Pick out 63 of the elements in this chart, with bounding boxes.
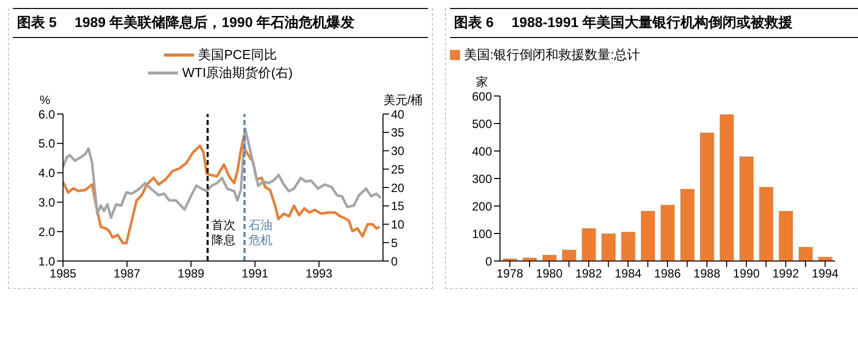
x-tick-label: 1986	[654, 266, 682, 281]
bar	[562, 250, 576, 261]
bar	[778, 210, 793, 261]
y2-tick-label: 15	[391, 199, 405, 214]
line-series	[63, 134, 381, 244]
y-tick-label: 500	[472, 116, 492, 131]
bar	[759, 187, 774, 261]
bar	[602, 234, 616, 261]
y2-tick-label: 30	[391, 144, 405, 158]
x-tick-label: 1992	[772, 266, 800, 281]
x-tick-label: 1994	[812, 266, 839, 281]
y-axis-title: %	[40, 93, 51, 107]
chart-title: 图表 6 1988-1991 年美国大量银行机构倒闭或被救援	[450, 8, 858, 38]
y2-tick-label: 0	[391, 254, 398, 268]
legend-label: WTI原油期货价(右)	[182, 64, 293, 82]
bar	[542, 254, 556, 261]
y-tick-label: 3.0	[38, 195, 56, 210]
x-tick-label: 1990	[732, 266, 760, 281]
y-tick-label: 200	[472, 199, 492, 214]
y2-tick-label: 40	[391, 107, 405, 122]
x-tick-label: 1984	[614, 266, 642, 281]
y-tick-label: 100	[472, 226, 492, 241]
x-tick-label: 1987	[114, 266, 141, 281]
bar	[720, 114, 734, 261]
y-tick-label: 5.0	[38, 136, 56, 151]
ref-line-label: 首次降息	[212, 218, 236, 247]
y2-tick-label: 35	[391, 126, 405, 140]
chart-title: 图表 5 1989 年美联储降息后，1990 年石油危机爆发	[13, 8, 428, 38]
bar	[700, 132, 714, 261]
bar	[739, 156, 754, 261]
x-tick-label: 1989	[178, 266, 205, 281]
x-tick-label: 1993	[306, 266, 333, 281]
x-tick-label: 1988	[694, 266, 721, 281]
y-tick-label: 0	[485, 254, 492, 268]
line-series	[63, 127, 382, 219]
x-tick-label: 1985	[50, 266, 77, 281]
y-tick-label: 600	[472, 89, 492, 104]
y-tick-label: 2.0	[38, 224, 56, 239]
y2-tick-label: 20	[391, 180, 405, 195]
bar	[660, 204, 675, 261]
y2-tick-label: 25	[391, 162, 405, 176]
ref-line-label: 石油危机	[248, 218, 272, 247]
y-tick-label: 400	[472, 144, 492, 158]
bar	[640, 210, 655, 261]
x-tick-label: 1991	[242, 266, 269, 281]
x-tick-label: 1982	[575, 266, 602, 281]
y2-tick-label: 5	[391, 236, 398, 250]
bar	[582, 228, 596, 261]
bar	[798, 246, 813, 261]
legend-label: 美国PCE同比	[198, 46, 277, 64]
bar	[522, 258, 537, 261]
legend-label: 美国:银行倒闭和救援数量:总计	[464, 46, 640, 64]
y-axis-title: 家	[476, 75, 488, 89]
bar	[680, 188, 694, 261]
y-tick-label: 6.0	[38, 107, 56, 122]
bar	[621, 232, 636, 261]
y-tick-label: 4.0	[38, 166, 56, 180]
y-tick-label: 1.0	[38, 254, 56, 268]
y2-tick-label: 10	[391, 218, 405, 232]
x-tick-label: 1980	[536, 266, 563, 281]
y-tick-label: 300	[472, 172, 492, 186]
y2-axis-title: 美元/桶	[383, 93, 423, 107]
x-tick-label: 1978	[496, 266, 524, 281]
